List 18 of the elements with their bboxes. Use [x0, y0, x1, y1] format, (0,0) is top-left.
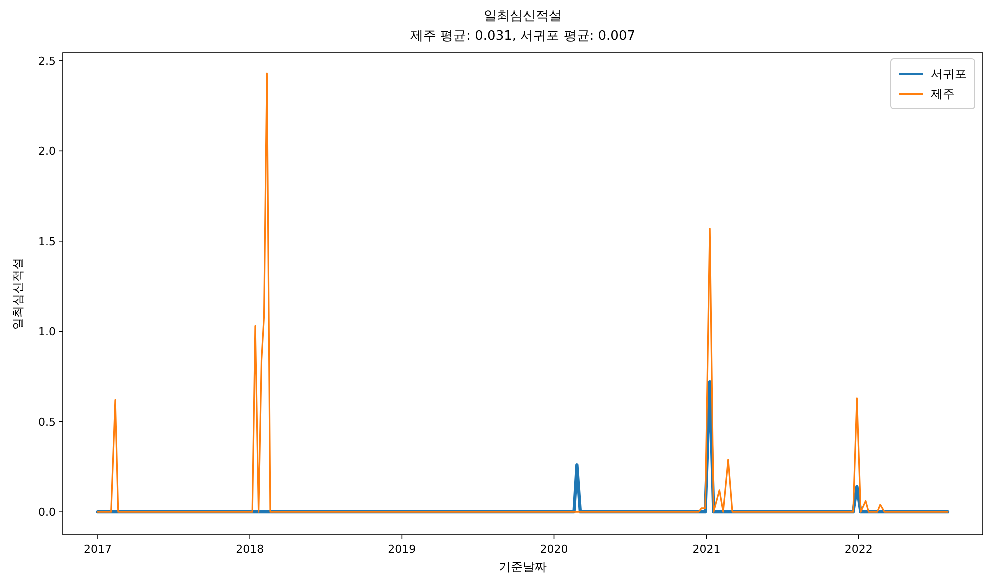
x-tick-label: 2018	[236, 543, 264, 556]
y-tick-label: 2.5	[38, 54, 56, 68]
y-axis-title: 일최심신적설	[11, 258, 25, 330]
y-tick-label: 1.5	[38, 235, 56, 248]
y-tick-label: 0.5	[38, 416, 56, 429]
x-tick-label: 2021	[692, 543, 721, 556]
x-tick-label: 2022	[844, 543, 873, 556]
legend-label: 제주	[931, 87, 955, 101]
chart-title: 일최심신적설	[484, 9, 562, 24]
x-axis-title: 기준날짜	[499, 560, 547, 574]
x-tick-label: 2020	[540, 543, 568, 556]
chart-subtitle: 제주 평균: 0.031, 서귀포 평균: 0.007	[410, 29, 636, 44]
y-tick-label: 0.0	[38, 506, 56, 520]
y-tick-label: 2.0	[38, 145, 56, 158]
x-tick-label: 2019	[388, 543, 416, 556]
legend-label: 서귀포	[931, 67, 967, 81]
y-tick-label: 1.0	[38, 326, 56, 339]
x-tick-label: 2017	[84, 543, 112, 556]
